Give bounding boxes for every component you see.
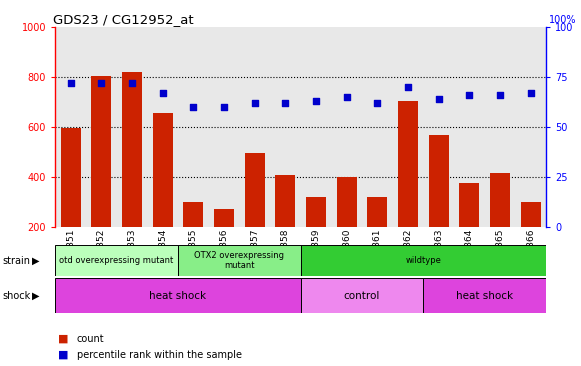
Text: heat shock: heat shock [149,291,206,300]
Bar [214,209,234,227]
Bar [245,153,264,227]
Text: wildtype: wildtype [406,256,442,265]
Bar [275,175,295,227]
Bar [301,245,546,276]
Text: ■: ■ [58,350,69,360]
Text: heat shock: heat shock [456,291,514,300]
Bar [460,183,479,227]
Bar [337,177,357,227]
Bar [178,245,301,276]
Point [158,90,167,96]
Point [373,100,382,106]
Text: shock: shock [3,291,31,300]
Bar [429,135,449,227]
Point [66,81,75,86]
Point [127,81,137,86]
Bar [55,245,178,276]
Bar [306,197,326,227]
Bar [60,128,81,227]
Bar [424,278,546,313]
Text: percentile rank within the sample: percentile rank within the sample [77,350,242,360]
Point [311,98,321,104]
Text: 100%: 100% [549,15,576,25]
Bar [301,278,424,313]
Bar [55,278,301,313]
Text: control: control [344,291,380,300]
Bar [91,76,111,227]
Bar [122,72,142,227]
Bar [153,113,173,227]
Point [189,104,198,110]
Point [281,100,290,106]
Text: ■: ■ [58,333,69,344]
Text: OTX2 overexpressing
mutant: OTX2 overexpressing mutant [194,251,284,270]
Bar [490,173,510,227]
Point [526,90,536,96]
Point [465,92,474,98]
Text: GDS23 / CG12952_at: GDS23 / CG12952_at [53,13,193,26]
Point [96,81,106,86]
Bar [367,197,388,227]
Bar [521,202,541,227]
Point [434,96,443,102]
Text: ▶: ▶ [32,291,40,300]
Point [250,100,259,106]
Text: ▶: ▶ [32,256,40,266]
Bar [398,101,418,227]
Point [342,94,352,100]
Point [403,84,413,90]
Point [219,104,228,110]
Text: count: count [77,333,105,344]
Text: otd overexpressing mutant: otd overexpressing mutant [59,256,174,265]
Bar [183,202,203,227]
Text: strain: strain [3,256,31,266]
Point [496,92,505,98]
